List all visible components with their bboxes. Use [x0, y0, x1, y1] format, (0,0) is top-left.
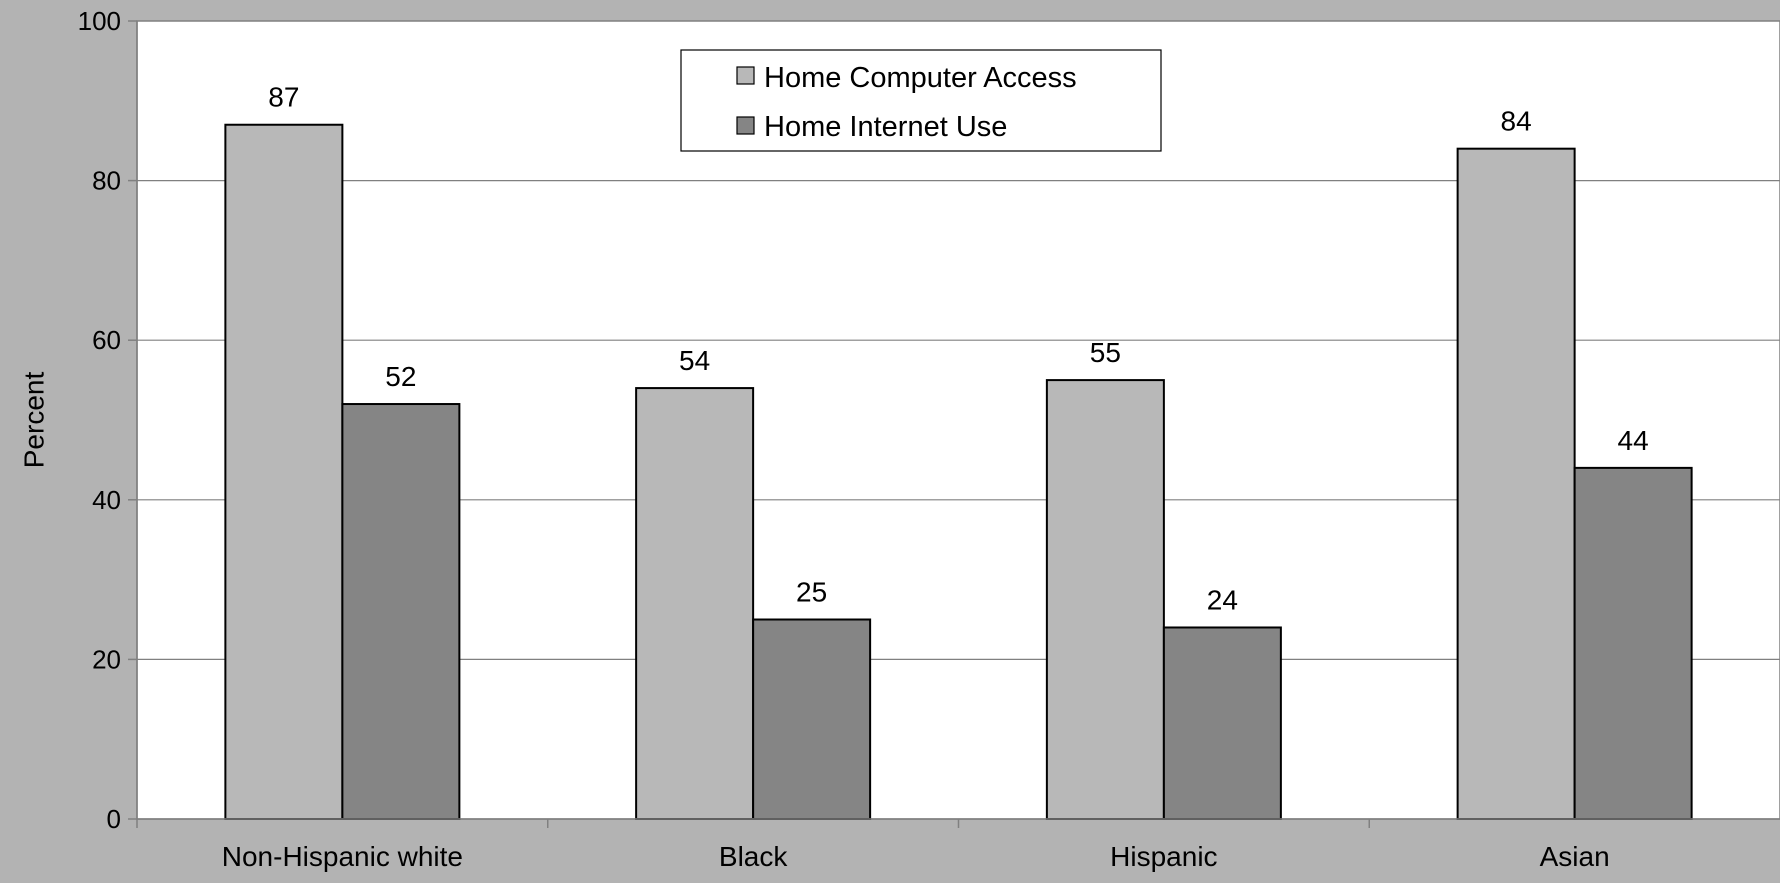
x-category-label-asian: Asian [1540, 841, 1610, 872]
legend-label-home-computer-access: Home Computer Access [764, 62, 1077, 94]
bar-home-computer-access-hispanic [1045, 379, 1165, 820]
bar-home-computer-access-black [635, 387, 755, 820]
y-tick-label-40: 40 [92, 485, 121, 515]
y-tick-label-20: 20 [92, 644, 121, 674]
data-label-home-internet-use-black: 25 [796, 577, 827, 608]
legend-label-home-internet-use: Home Internet Use [764, 111, 1007, 143]
legend: Home Computer Access Home Internet Use [680, 49, 1162, 152]
x-axis: Non-Hispanic white Black Hispanic Asian [137, 818, 1780, 872]
data-label-home-internet-use-asian: 44 [1618, 425, 1649, 456]
data-label-home-internet-use-hispanic: 24 [1207, 584, 1238, 615]
bars [224, 123, 1693, 821]
data-labels: 87 52 54 25 55 24 84 44 [268, 82, 1648, 616]
bar-home-computer-access-non-hispanic-white [224, 123, 344, 821]
legend-swatch-home-internet-use [736, 116, 755, 135]
bar-home-internet-use-non-hispanic-white [341, 403, 461, 820]
bar-home-internet-use-black [752, 618, 872, 820]
legend-box [680, 49, 1162, 152]
y-tick-label-100: 100 [78, 6, 121, 36]
y-axis: 0 20 40 60 80 100 [78, 6, 138, 834]
legend-swatch-home-computer-access [736, 66, 755, 85]
y-axis-label: Percent [18, 372, 49, 469]
data-label-home-internet-use-non-hispanic-white: 52 [385, 361, 416, 392]
bar-home-computer-access-asian [1456, 147, 1576, 820]
data-label-home-computer-access-asian: 84 [1501, 106, 1532, 137]
bar-home-internet-use-hispanic [1162, 626, 1282, 820]
x-category-label-black: Black [719, 841, 788, 872]
y-tick-label-80: 80 [92, 166, 121, 196]
data-label-home-computer-access-non-hispanic-white: 87 [268, 82, 299, 113]
y-tick-label-60: 60 [92, 325, 121, 355]
x-category-label-non-hispanic-white: Non-Hispanic white [222, 841, 463, 872]
bar-home-internet-use-asian [1573, 466, 1693, 820]
data-label-home-computer-access-black: 54 [679, 345, 710, 376]
y-tick-label-0: 0 [107, 804, 121, 834]
data-label-home-computer-access-hispanic: 55 [1090, 337, 1121, 368]
x-category-label-hispanic: Hispanic [1110, 841, 1217, 872]
